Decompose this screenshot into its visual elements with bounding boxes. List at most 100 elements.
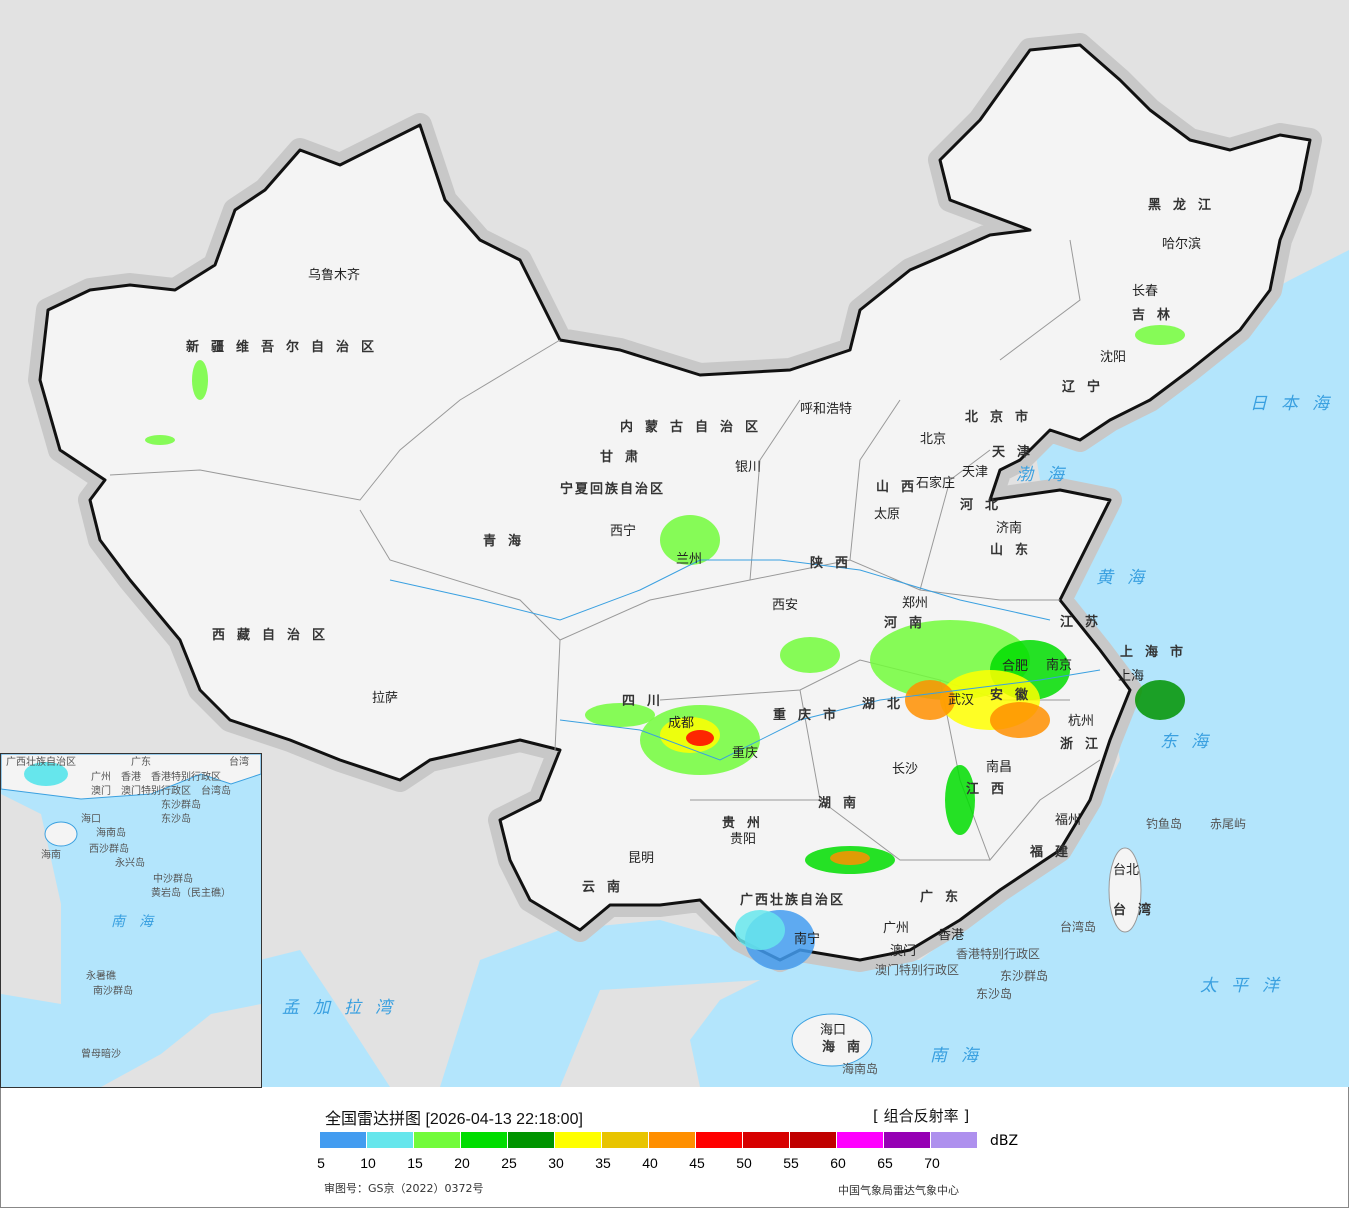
color-scale (320, 1132, 978, 1148)
inset-label: 永暑礁 (86, 971, 116, 982)
province-label: 江西 (966, 782, 1017, 797)
inset-map (1, 754, 261, 1087)
city-label: 银川 (735, 460, 762, 475)
province-label: 湖北 (862, 697, 913, 712)
island-label: 钓鱼岛 (1146, 817, 1183, 831)
sea-label: 太平洋 (1200, 976, 1293, 996)
province-label: 江苏 (1060, 615, 1111, 630)
legend-panel (0, 1088, 1349, 1208)
radar-echo (145, 435, 175, 445)
city-label: 南昌 (986, 760, 1013, 775)
scale-tick: 60 (830, 1155, 846, 1171)
province-label: 宁夏回族自治区 (560, 482, 666, 497)
scale-tick: 55 (783, 1155, 799, 1171)
color-swatch (367, 1132, 413, 1148)
inset-label: 澳门 (91, 786, 111, 797)
inset-label: 广州 (91, 772, 111, 783)
province-label: 河北 (960, 498, 1011, 513)
city-label: 贵阳 (730, 832, 757, 847)
radar-echo (686, 730, 714, 746)
province-label: 河南 (884, 616, 935, 631)
city-label: 台北 (1113, 863, 1140, 878)
city-label: 海口 (820, 1023, 847, 1038)
radar-echo (585, 703, 655, 727)
province-label: 湖南 (818, 796, 869, 811)
city-label: 南京 (1046, 658, 1073, 673)
radar-echo (1135, 325, 1185, 345)
province-label: 台湾 (1113, 903, 1164, 918)
province-label: 西藏自治区 (212, 628, 338, 643)
province-label: 安徽 (990, 688, 1041, 703)
sea-label: 黄海 (1096, 568, 1158, 588)
city-label: 拉萨 (372, 691, 399, 706)
island-label: 赤尾屿 (1210, 817, 1247, 831)
city-label: 郑州 (902, 596, 929, 611)
city-label: 长春 (1132, 284, 1159, 299)
province-label: 云南 (582, 880, 633, 895)
inset-label: 海南 (41, 850, 61, 861)
island-label: 台湾岛 (1060, 920, 1097, 934)
island-label: 香港特别行政区 (956, 947, 1041, 961)
province-label: 内蒙古自治区 (620, 420, 771, 435)
city-label: 广州 (883, 921, 910, 936)
island-label: 澳门特别行政区 (875, 963, 960, 977)
city-label: 西宁 (610, 524, 637, 539)
province-label: 浙江 (1060, 737, 1111, 752)
color-swatch (414, 1132, 460, 1148)
city-label: 天津 (962, 465, 989, 480)
china-territory (38, 43, 1312, 962)
city-label: 成都 (668, 716, 695, 731)
radar-echo (830, 851, 870, 865)
inset-label: 广西壮族自治区 (6, 757, 76, 768)
color-swatch (555, 1132, 601, 1148)
inset-label: 黄岩岛（民主礁） (151, 888, 231, 899)
approval-number: 审图号：GS京（2022）0372号 (324, 1182, 484, 1195)
province-label: 海南 (822, 1040, 873, 1055)
province-label: 辽宁 (1062, 380, 1113, 395)
city-label: 呼和浩特 (800, 402, 853, 417)
scale-tick: 20 (454, 1155, 470, 1171)
city-label: 武汉 (948, 693, 975, 708)
city-label: 北京 (920, 432, 947, 447)
island-label: 东沙群岛 (1000, 969, 1049, 983)
inset-label: 南海 (111, 914, 167, 930)
scale-tick: 30 (548, 1155, 564, 1171)
city-label: 西安 (772, 598, 799, 613)
province-label: 四川 (622, 694, 673, 709)
inset-label: 海口 (81, 814, 101, 825)
scale-tick: 5 (317, 1155, 325, 1171)
province-label: 广西壮族自治区 (740, 893, 846, 908)
city-label: 合肥 (1002, 659, 1029, 674)
province-label: 广东 (920, 890, 971, 905)
taiwan-island (1108, 847, 1142, 933)
province-label: 吉林 (1132, 308, 1183, 323)
radar-echo (192, 360, 208, 400)
inset-label: 广东 (131, 757, 151, 768)
province-label: 新疆维吾尔自治区 (186, 340, 387, 355)
inset-label: 曾母暗沙 (81, 1049, 121, 1060)
province-label: 贵州 (722, 816, 773, 831)
sea-label: 南海 (930, 1046, 992, 1066)
south-china-sea-inset[interactable]: 广西壮族自治区 广东 台湾 广州 澳门 香港 香港特别行政区 澳门特别行政区 台湾岛 东沙群岛 东沙… (0, 753, 262, 1088)
province-label: 福建 (1030, 845, 1081, 860)
sea-label: 孟加拉湾 (282, 998, 406, 1018)
legend-title: 全国雷达拼图 [2026-04-13 22:18:00] (325, 1111, 583, 1128)
radar-echo (905, 680, 955, 720)
radar-echo (735, 910, 785, 950)
province-label: 陕西 (810, 556, 861, 571)
scale-tick: 45 (689, 1155, 705, 1171)
city-label: 济南 (996, 521, 1023, 536)
inset-mainland (1, 754, 261, 800)
province-label: 山西 (876, 480, 927, 495)
inset-label: 台湾岛 (201, 786, 231, 797)
color-swatch (696, 1132, 742, 1148)
radar-echo (780, 637, 840, 673)
city-label: 乌鲁木齐 (308, 268, 361, 283)
city-label: 杭州 (1068, 714, 1095, 729)
city-label: 福州 (1055, 813, 1082, 828)
color-swatch (649, 1132, 695, 1148)
radar-echoes (145, 325, 1185, 970)
inset-label: 香港特别行政区 (151, 772, 221, 783)
province-label: 甘肃 (600, 450, 651, 465)
color-swatch (931, 1132, 977, 1148)
